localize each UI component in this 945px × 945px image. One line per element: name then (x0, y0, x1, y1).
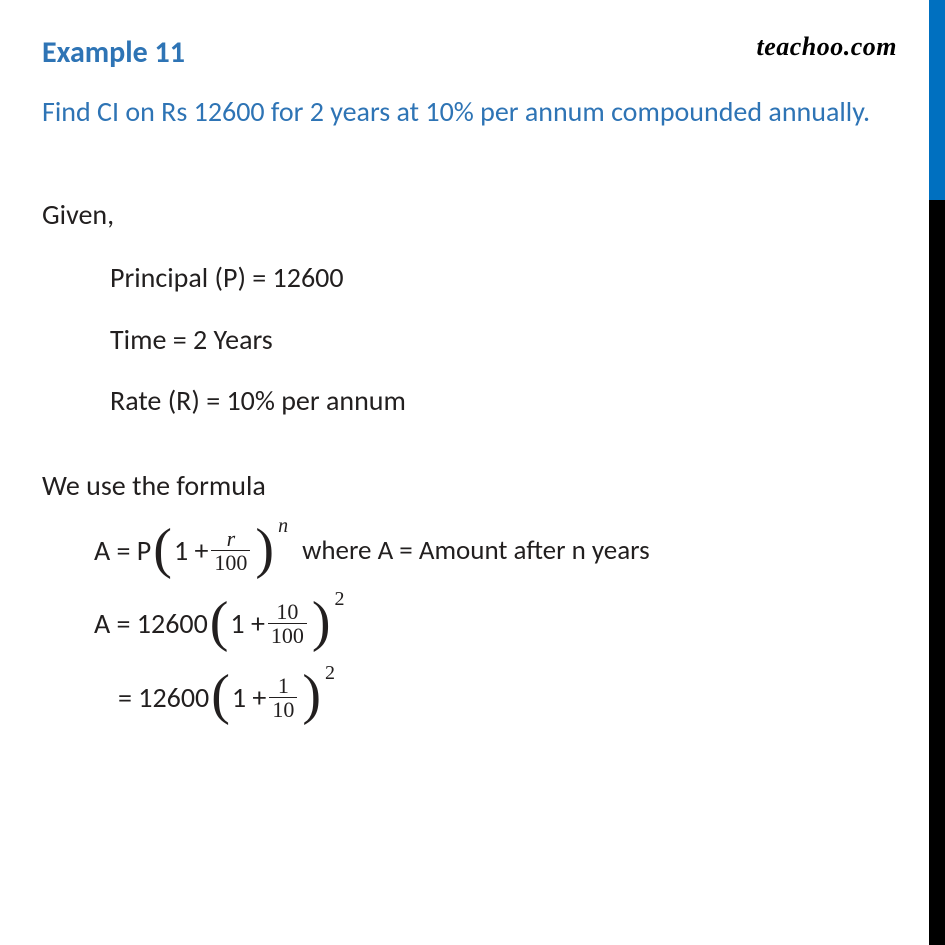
step2-lhs: A = 12600 (94, 606, 208, 641)
fraction-10-100: 10 100 (268, 600, 307, 647)
formula-lhs: A = P (94, 533, 151, 568)
sidebar-blue (929, 0, 945, 200)
frac-num: 10 (273, 600, 301, 623)
frac-num: 1 (275, 674, 292, 697)
given-label: Given, (42, 195, 885, 234)
frac-den: 100 (268, 624, 307, 647)
fraction-1-10: 1 10 (269, 674, 297, 721)
formula-line-3: = 12600 ( 1 + 1 10 ) 2 (118, 674, 885, 721)
fraction-r-100: r 100 (211, 527, 250, 574)
formula-inner: 1 + (174, 533, 208, 568)
sidebar-black (929, 200, 945, 945)
formula-line-2: A = 12600 ( 1 + 10 100 ) 2 (94, 600, 885, 647)
formula-line-1: A = P ( 1 + r 100 ) n where A = Amount a… (94, 527, 885, 574)
step3-lhs: = 12600 (118, 680, 209, 715)
given-principal: Principal (P) = 12600 (110, 258, 885, 297)
exponent-n: n (278, 515, 288, 538)
question-text: Find CI on Rs 12600 for 2 years at 10% p… (42, 89, 885, 135)
given-time: Time = 2 Years (110, 320, 885, 359)
frac-den: 100 (211, 551, 250, 574)
formula-intro: We use the formula (42, 466, 885, 505)
watermark: teachoo.com (756, 32, 897, 62)
given-rate: Rate (R) = 10% per annum (110, 381, 885, 420)
step3-inner: 1 + (232, 680, 266, 715)
frac-num: r (224, 527, 239, 550)
where-text: where A = Amount after n years (302, 534, 650, 567)
frac-den: 10 (269, 698, 297, 721)
step2-inner: 1 + (230, 606, 264, 641)
exponent-2: 2 (325, 662, 335, 685)
page-content: Example 11 Find CI on Rs 12600 for 2 yea… (0, 0, 945, 721)
exponent-2: 2 (335, 588, 345, 611)
right-sidebar (929, 0, 945, 945)
